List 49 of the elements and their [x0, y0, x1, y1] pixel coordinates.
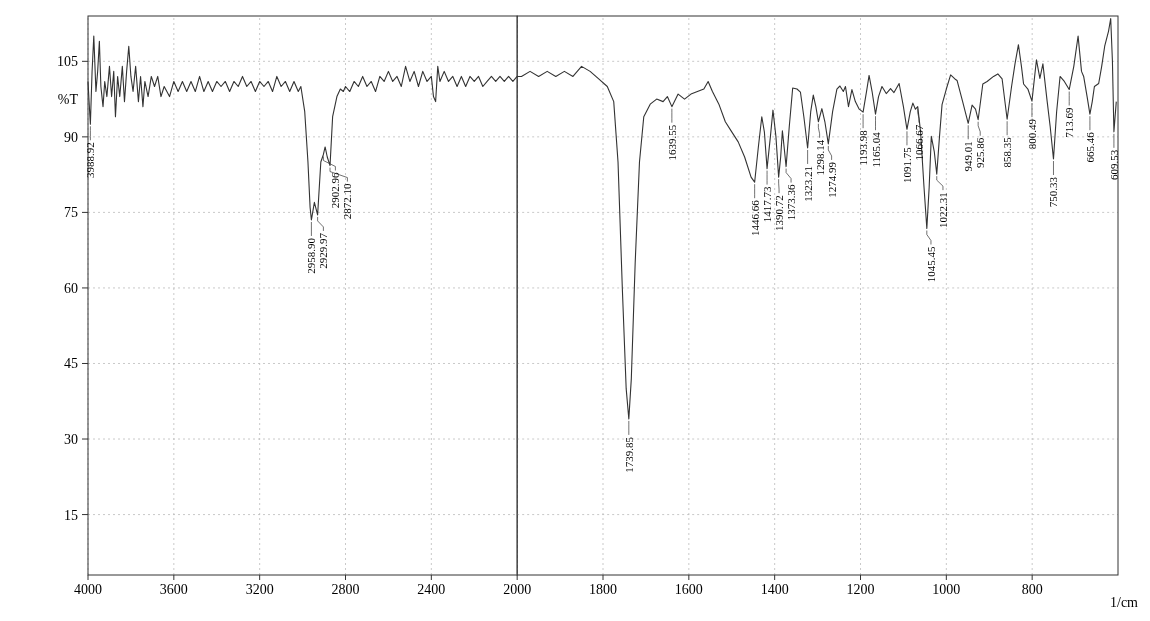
x-tick-label: 3600	[159, 582, 188, 597]
y-axis-title: %T	[57, 92, 79, 108]
x-tick-label: 1400	[760, 582, 789, 597]
y-tick-label: 30	[64, 432, 78, 448]
annotation: 1373.36	[785, 184, 798, 221]
x-tick-label: 2400	[417, 582, 446, 597]
annotation: 713.69	[1063, 107, 1076, 138]
y-tick-label: 45	[64, 356, 78, 372]
annotation: 1165.04	[869, 131, 882, 168]
annotation: 1066.67	[912, 124, 925, 161]
annotation: 1298.14	[813, 139, 826, 176]
annotation: 1193.98	[857, 129, 870, 166]
annotation: 2929.97	[317, 232, 330, 269]
x-axis-title: 1/cm	[1110, 595, 1139, 610]
annotation: 1045.45	[924, 246, 937, 283]
annotation: 1323.21	[801, 165, 814, 202]
annotation: 3988.92	[84, 142, 97, 179]
x-tick-label: 1800	[589, 582, 617, 597]
annotation: 2958.90	[305, 237, 318, 274]
annotation: 1022.31	[936, 192, 949, 228]
annotation: 1739.85	[622, 436, 635, 473]
annotation: 665.46	[1083, 131, 1096, 163]
annotation: 750.33	[1047, 176, 1060, 208]
annotation: 1390.72	[773, 195, 786, 231]
annotation: 609.53	[1107, 149, 1120, 181]
annotation: 949.01	[962, 141, 975, 172]
annotation: 1446.66	[748, 199, 761, 236]
annotation: 1091.75	[900, 146, 913, 184]
x-tick-label: 2800	[331, 582, 360, 597]
annotation: 1274.99	[825, 161, 838, 198]
annotation: 858.35	[1001, 136, 1014, 168]
annotation: 1639.55	[665, 124, 678, 161]
y-tick-label: 105	[57, 54, 78, 70]
annotation: 2872.10	[341, 183, 354, 220]
x-tick-label: 3200	[245, 582, 274, 597]
x-tick-label: 1600	[674, 582, 703, 597]
y-tick-label: 75	[64, 205, 78, 221]
annotation: 925.86	[974, 137, 987, 168]
x-tick-label: 4000	[74, 582, 102, 597]
x-tick-label: 1200	[846, 582, 875, 597]
x-tick-label: 1000	[932, 582, 961, 597]
annotation: 2902.96	[329, 171, 342, 209]
x-tick-label: 2000	[503, 582, 532, 597]
y-tick-label: 15	[64, 507, 78, 523]
x-tick-label: 800	[1021, 582, 1043, 597]
y-tick-label: 90	[64, 129, 78, 145]
annotation: 800.49	[1025, 118, 1038, 150]
y-tick-label: 60	[64, 280, 78, 296]
annotation: 1417.73	[761, 186, 774, 223]
